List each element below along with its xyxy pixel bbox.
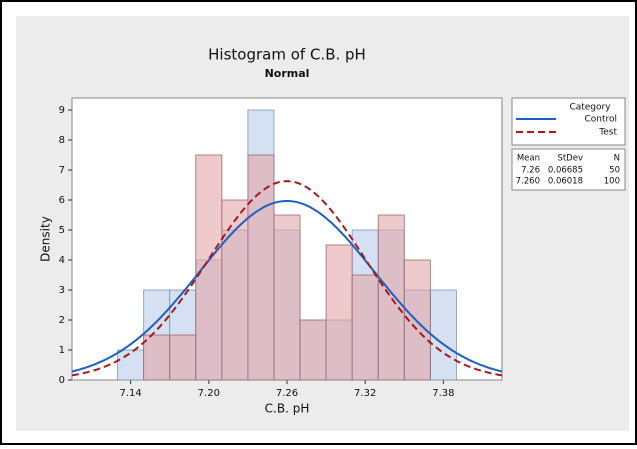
x-axis-label: C.B. pH (265, 402, 310, 416)
bar (221, 199, 249, 381)
stats-header: StDev (557, 154, 583, 164)
y-tick-label: 2 (59, 315, 65, 326)
bar (351, 274, 379, 381)
chart-subtitle: Normal (265, 67, 310, 80)
bar (169, 334, 197, 381)
y-tick-label: 8 (59, 135, 65, 146)
density-curve (71, 200, 503, 373)
y-tick-label: 6 (59, 195, 65, 206)
legend (511, 97, 626, 146)
chart-title: Histogram of C.B. pH (208, 46, 366, 64)
bar (195, 154, 223, 381)
x-tick-label: 7.14 (120, 388, 142, 399)
bar (143, 334, 171, 381)
bar (429, 289, 457, 381)
x-tick-label: 7.20 (198, 388, 220, 399)
y-axis-label: Density (39, 216, 53, 262)
stats-mean: 7.26 (521, 166, 540, 176)
x-tick-label: 7.32 (354, 388, 376, 399)
stats-stdev: 0.06018 (548, 177, 583, 187)
x-tick-label: 7.38 (432, 388, 454, 399)
legend-title: Category (569, 103, 611, 113)
stats-mean: 7.260 (516, 177, 540, 187)
stats-n: 100 (604, 177, 620, 187)
stats-header: N (614, 154, 620, 164)
density-curve (71, 180, 503, 377)
bar (273, 214, 301, 381)
y-tick-label: 7 (59, 165, 65, 176)
stats-n: 50 (609, 166, 620, 176)
bar (117, 349, 145, 381)
y-tick-label: 5 (59, 225, 65, 236)
stats-box (511, 148, 626, 191)
stats-stdev: 0.06685 (548, 166, 583, 176)
y-tick-label: 4 (59, 255, 65, 266)
y-tick-label: 0 (59, 375, 65, 386)
y-tick-label: 9 (59, 105, 65, 116)
bar (325, 244, 353, 381)
legend-label: Test (598, 128, 617, 138)
bar (377, 214, 405, 381)
bar (247, 154, 275, 381)
legend-label: Control (584, 115, 617, 125)
y-tick-label: 1 (59, 345, 65, 356)
x-tick-label: 7.26 (276, 388, 298, 399)
stats-header: Mean (517, 154, 540, 164)
bar (299, 319, 327, 381)
y-tick-label: 3 (59, 285, 65, 296)
